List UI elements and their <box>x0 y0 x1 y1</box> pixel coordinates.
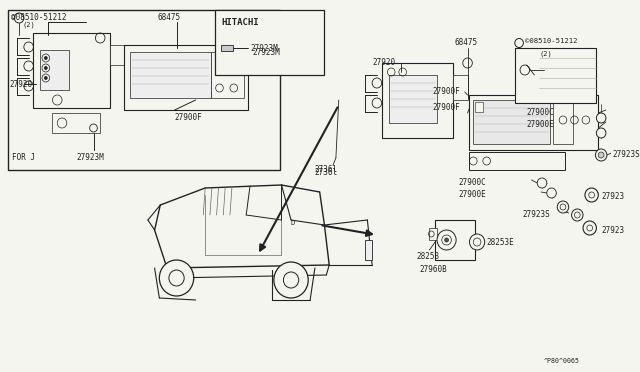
Bar <box>109 45 127 65</box>
Text: (2): (2) <box>23 21 36 28</box>
Circle shape <box>572 209 583 221</box>
Circle shape <box>44 77 47 80</box>
Circle shape <box>470 234 484 250</box>
Text: 27920: 27920 <box>372 58 396 67</box>
Bar <box>124 45 248 110</box>
Bar <box>429 228 437 240</box>
Circle shape <box>159 260 194 296</box>
Bar <box>130 52 211 98</box>
Text: 27900F: 27900F <box>432 87 460 96</box>
Bar <box>474 100 550 144</box>
Circle shape <box>284 272 299 288</box>
Bar <box>453 75 468 100</box>
Text: 27923S: 27923S <box>612 150 640 159</box>
Circle shape <box>583 221 596 235</box>
Bar <box>40 50 68 90</box>
Bar <box>476 102 483 112</box>
Text: ^P80^0065: ^P80^0065 <box>544 358 580 364</box>
Text: 27923: 27923 <box>601 226 624 235</box>
Circle shape <box>598 152 604 158</box>
Circle shape <box>274 262 308 298</box>
Text: FOR J: FOR J <box>12 153 36 162</box>
Bar <box>470 152 565 170</box>
Bar <box>365 240 372 260</box>
Text: 27900C: 27900C <box>458 178 486 187</box>
Circle shape <box>445 238 449 242</box>
Bar <box>389 75 437 123</box>
Circle shape <box>557 201 569 213</box>
Text: 68475: 68475 <box>157 13 180 22</box>
Circle shape <box>44 57 47 60</box>
Text: 27923M: 27923M <box>250 44 278 53</box>
Text: HITACHI: HITACHI <box>221 18 259 27</box>
Circle shape <box>44 67 47 70</box>
Text: 68475: 68475 <box>454 38 477 47</box>
Circle shape <box>585 188 598 202</box>
Text: 2736l: 2736l <box>315 165 338 174</box>
Bar <box>515 48 596 103</box>
Bar <box>381 63 453 138</box>
Bar <box>435 220 476 260</box>
Text: 2736l: 2736l <box>315 168 338 177</box>
Bar <box>470 95 598 150</box>
Text: ©08510-51212: ©08510-51212 <box>12 13 67 22</box>
Bar <box>214 10 324 75</box>
Bar <box>33 33 109 108</box>
Text: 27900F: 27900F <box>432 103 460 112</box>
Text: 27960B: 27960B <box>420 265 447 274</box>
Circle shape <box>596 113 606 123</box>
Text: 28253E: 28253E <box>486 238 515 247</box>
Circle shape <box>596 128 606 138</box>
Text: 27923M: 27923M <box>76 153 104 162</box>
Circle shape <box>169 270 184 286</box>
Bar <box>554 100 573 144</box>
Text: (2): (2) <box>539 50 552 57</box>
Text: 27923: 27923 <box>601 192 624 201</box>
Text: 27920: 27920 <box>10 80 33 89</box>
Circle shape <box>437 230 456 250</box>
Circle shape <box>474 238 481 246</box>
Text: 27923M: 27923M <box>253 48 280 57</box>
Circle shape <box>537 178 547 188</box>
Text: 28253: 28253 <box>416 252 439 261</box>
Bar <box>52 113 100 133</box>
Bar <box>221 45 233 51</box>
Bar <box>211 52 244 98</box>
Text: 27900E: 27900E <box>527 120 554 129</box>
Text: ©08510-51212: ©08510-51212 <box>525 38 577 44</box>
Circle shape <box>547 188 556 198</box>
Circle shape <box>595 149 607 161</box>
Text: 27900E: 27900E <box>458 190 486 199</box>
Circle shape <box>442 235 451 245</box>
Bar <box>8 10 280 170</box>
Text: D: D <box>291 220 295 226</box>
Text: 27923S: 27923S <box>523 210 550 219</box>
Text: 27900F: 27900F <box>175 113 202 122</box>
Text: 27900C: 27900C <box>527 108 554 117</box>
